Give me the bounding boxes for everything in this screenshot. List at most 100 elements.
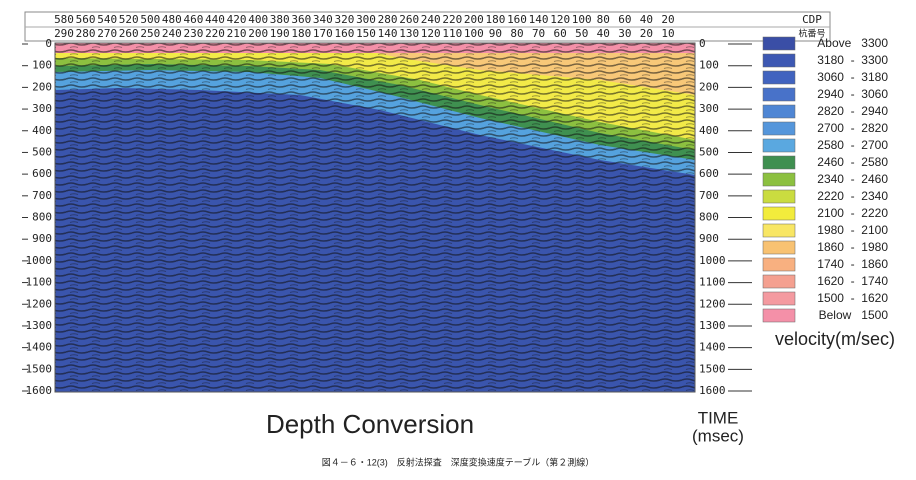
left-tick-label: 200 xyxy=(32,80,52,93)
cdp-label: 480 xyxy=(162,13,182,26)
station-label: 200 xyxy=(248,27,268,40)
station-label: 10 xyxy=(661,27,674,40)
station-label: 30 xyxy=(618,27,631,40)
left-tick-label: 600 xyxy=(32,167,52,180)
right-tick-label: 100 xyxy=(699,59,719,72)
legend-swatch xyxy=(762,138,796,153)
legend-label: 2940 - 3060 xyxy=(817,87,888,101)
right-tick-label: 1500 xyxy=(699,362,726,375)
cdp-label: 280 xyxy=(378,13,398,26)
cdp-label: 240 xyxy=(421,13,441,26)
cdp-label: 580 xyxy=(54,13,74,26)
station-label: 140 xyxy=(378,27,398,40)
right-tick-label: 1600 xyxy=(699,384,726,397)
station-label: 180 xyxy=(291,27,311,40)
legend-swatch xyxy=(762,172,796,187)
cdp-label: 140 xyxy=(529,13,549,26)
cdp-label: 420 xyxy=(227,13,247,26)
cdp-label: 380 xyxy=(270,13,290,26)
time-label: (msec) xyxy=(692,426,744,445)
legend-swatch xyxy=(762,206,796,221)
station-label: 250 xyxy=(140,27,160,40)
legend-swatch xyxy=(762,189,796,204)
left-tick-label: 700 xyxy=(32,189,52,202)
cdp-label: 40 xyxy=(640,13,653,26)
right-tick-label: 0 xyxy=(699,37,706,50)
legend-label: Above 3300 xyxy=(817,36,888,50)
station-label: 150 xyxy=(356,27,376,40)
legend-label: 1980 - 2100 xyxy=(817,223,888,237)
cdp-label: 320 xyxy=(334,13,354,26)
station-label: 160 xyxy=(334,27,354,40)
right-tick-label: 1000 xyxy=(699,254,726,267)
legend-label: 2220 - 2340 xyxy=(817,189,888,203)
legend-title: velocity(m/sec) xyxy=(775,329,895,349)
seismic-section xyxy=(55,43,695,392)
legend-swatch xyxy=(762,223,796,238)
cdp-label: 260 xyxy=(399,13,419,26)
station-label: 100 xyxy=(464,27,484,40)
right-tick-label: 1300 xyxy=(699,319,726,332)
left-tick-label: 500 xyxy=(32,145,52,158)
left-tick-label: 0 xyxy=(45,37,52,50)
station-label: 20 xyxy=(640,27,653,40)
legend-swatch xyxy=(762,53,796,68)
legend-swatch xyxy=(762,308,796,323)
cdp-label: 360 xyxy=(291,13,311,26)
cdp-title: CDP xyxy=(802,13,822,26)
left-tick-label: 900 xyxy=(32,232,52,245)
cdp-label: 100 xyxy=(572,13,592,26)
cdp-label: 220 xyxy=(442,13,462,26)
station-label: 260 xyxy=(119,27,139,40)
station-label: 270 xyxy=(97,27,117,40)
cdp-label: 460 xyxy=(183,13,203,26)
station-label: 210 xyxy=(227,27,247,40)
cdp-label: 560 xyxy=(76,13,96,26)
cdp-label: 60 xyxy=(618,13,631,26)
right-tick-label: 600 xyxy=(699,167,719,180)
cdp-label: 160 xyxy=(507,13,527,26)
station-label: 80 xyxy=(510,27,523,40)
legend-label: Below 1500 xyxy=(819,308,889,322)
cdp-label: 340 xyxy=(313,13,333,26)
legend-label: 2700 - 2820 xyxy=(817,121,888,135)
station-label: 90 xyxy=(489,27,502,40)
legend-swatch xyxy=(762,104,796,119)
legend-label: 2340 - 2460 xyxy=(817,172,888,186)
legend-label: 1860 - 1980 xyxy=(817,240,888,254)
caption: 図４－６・12(3) 反射法探査 深度変換速度テーブル（第２測線） xyxy=(322,456,594,467)
right-tick-label: 300 xyxy=(699,102,719,115)
legend-swatch xyxy=(762,240,796,255)
station-label: 70 xyxy=(532,27,545,40)
right-tick-label: 1100 xyxy=(699,276,726,289)
right-tick-label: 200 xyxy=(699,80,719,93)
legend-label: 2460 - 2580 xyxy=(817,155,888,169)
left-tick-label: 1200 xyxy=(26,297,53,310)
cdp-label: 500 xyxy=(140,13,160,26)
time-label: TIME xyxy=(698,408,739,427)
cdp-label: 440 xyxy=(205,13,225,26)
left-tick-label: 1400 xyxy=(26,341,53,354)
cdp-label: 80 xyxy=(597,13,610,26)
right-tick-label: 400 xyxy=(699,124,719,137)
station-label: 60 xyxy=(554,27,567,40)
left-tick-label: 300 xyxy=(32,102,52,115)
left-tick-label: 100 xyxy=(32,59,52,72)
chart-title: Depth Conversion xyxy=(266,409,474,439)
legend-swatch xyxy=(762,257,796,272)
legend-swatch xyxy=(762,155,796,170)
station-label: 110 xyxy=(442,27,462,40)
left-tick-label: 400 xyxy=(32,124,52,137)
plot-frame xyxy=(54,42,696,393)
legend-label: 2100 - 2220 xyxy=(817,206,888,220)
legend-label: 3060 - 3180 xyxy=(817,70,888,84)
right-tick-label: 800 xyxy=(699,211,719,224)
cdp-label: 120 xyxy=(550,13,570,26)
left-tick-label: 1500 xyxy=(26,362,53,375)
legend-label: 2820 - 2940 xyxy=(817,104,888,118)
right-tick-label: 700 xyxy=(699,189,719,202)
station-label: 130 xyxy=(399,27,419,40)
legend-swatch xyxy=(762,87,796,102)
station-label: 190 xyxy=(270,27,290,40)
